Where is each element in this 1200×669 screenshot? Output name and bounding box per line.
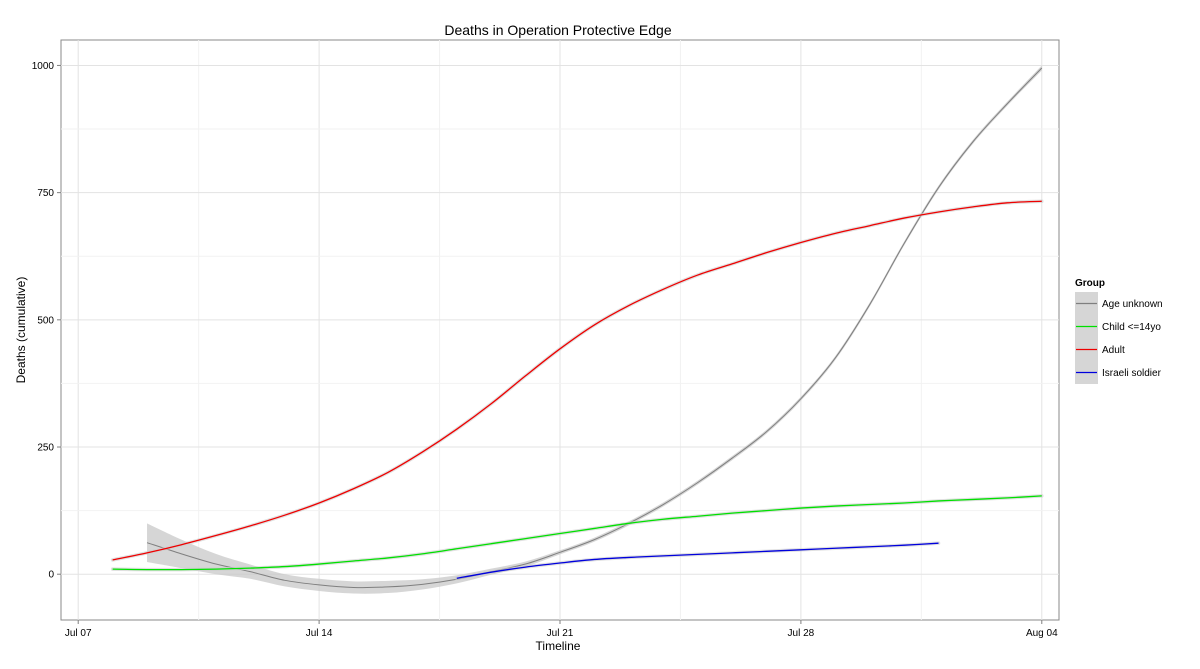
x-tick-label: Aug 04 <box>1026 628 1058 639</box>
legend-items: Age unknown Child <=14yo Adult Israeli sold… <box>1075 292 1163 384</box>
legend-label-israeli-soldier: Israeli soldier <box>1102 368 1162 379</box>
legend-title: Group <box>1075 278 1105 289</box>
y-axis: 0 250 500 750 1000 <box>32 61 61 581</box>
line-israeli-soldier <box>456 542 939 579</box>
y-tick-label: 500 <box>37 315 54 326</box>
x-tick-label: Jul 14 <box>306 628 333 639</box>
y-tick-label: 250 <box>37 443 54 454</box>
y-tick-label: 0 <box>48 570 54 581</box>
line-child-14yo <box>112 495 1042 571</box>
x-axis: Jul 07 Jul 14 Jul 21 Jul 28 Aug 04 <box>65 620 1058 639</box>
x-tick-label: Jul 28 <box>788 628 815 639</box>
chart-title: Deaths in Operation Protective Edge <box>444 22 671 38</box>
y-axis-label: Deaths (cumulative) <box>14 277 28 384</box>
x-axis-label: Timeline <box>536 639 581 653</box>
series-lines <box>110 67 1044 589</box>
x-tick-label: Jul 21 <box>547 628 574 639</box>
legend-label-child-14yo: Child <=14yo <box>1102 322 1161 333</box>
legend-label-adult: Adult <box>1102 345 1125 356</box>
x-tick-label: Jul 07 <box>65 628 92 639</box>
y-tick-label: 750 <box>37 188 54 199</box>
y-tick-label: 1000 <box>32 61 55 72</box>
line-age-unknown <box>146 67 1043 589</box>
legend-label-age-unknown: Age unknown <box>1102 299 1163 310</box>
line-adult <box>112 200 1042 561</box>
grid <box>61 40 1059 620</box>
legend: Group Age unknown Child <=14yo Adult Israel… <box>1075 278 1163 384</box>
